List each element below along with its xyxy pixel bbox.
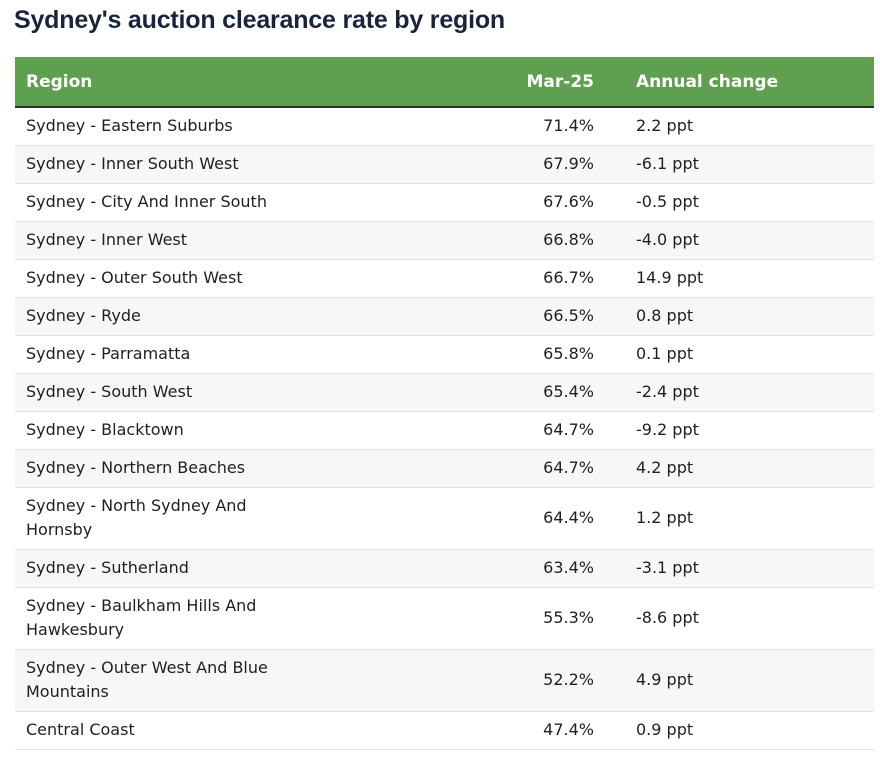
- table-row: Sydney - Blacktown 64.7% -9.2 ppt: [15, 411, 874, 450]
- region-cell: Sydney - Inner West: [15, 221, 340, 260]
- mar25-cell: 71.4%: [340, 107, 610, 146]
- annual-change-cell: -6.1 ppt: [610, 145, 874, 184]
- table-row: Sydney - Parramatta 65.8% 0.1 ppt: [15, 335, 874, 374]
- table-row: Sydney - Inner South West 67.9% -6.1 ppt: [15, 145, 874, 184]
- table-row: Sydney - North Sydney And Hornsby 64.4% …: [15, 487, 874, 550]
- annual-change-cell: -4.0 ppt: [610, 221, 874, 260]
- table-row: Sydney - Eastern Suburbs 71.4% 2.2 ppt: [15, 107, 874, 146]
- annual-change-cell: 14.9 ppt: [610, 259, 874, 298]
- clearance-rate-table: Region Mar-25 Annual change Sydney - Eas…: [15, 57, 874, 750]
- table-row: Central Coast 47.4% 0.9 ppt: [15, 711, 874, 750]
- mar25-cell: 66.8%: [340, 221, 610, 260]
- region-cell: Sydney - Blacktown: [15, 411, 340, 450]
- table-row: Sydney - City And Inner South 67.6% -0.5…: [15, 183, 874, 222]
- region-cell: Sydney - Parramatta: [15, 335, 340, 374]
- table-row: Sydney - Baulkham Hills And Hawkesbury 5…: [15, 587, 874, 650]
- table-row: Sydney - South West 65.4% -2.4 ppt: [15, 373, 874, 412]
- table-row: Sydney - Outer West And Blue Mountains 5…: [15, 649, 874, 712]
- region-cell: Sydney - Outer South West: [15, 259, 340, 298]
- table-row: Sydney - Northern Beaches 64.7% 4.2 ppt: [15, 449, 874, 488]
- annual-change-cell: 0.8 ppt: [610, 297, 874, 336]
- region-cell: Sydney - Outer West And Blue Mountains: [15, 649, 340, 712]
- annual-change-cell: -2.4 ppt: [610, 373, 874, 412]
- region-cell: Sydney - South West: [15, 373, 340, 412]
- annual-change-cell: 0.9 ppt: [610, 711, 874, 750]
- column-header-region: Region: [15, 57, 340, 108]
- mar25-cell: 55.3%: [340, 587, 610, 650]
- region-cell: Sydney - Sutherland: [15, 549, 340, 588]
- mar25-cell: 47.4%: [340, 711, 610, 750]
- region-cell: Sydney - North Sydney And Hornsby: [15, 487, 340, 550]
- region-cell: Sydney - Eastern Suburbs: [15, 107, 340, 146]
- header-row: Region Mar-25 Annual change: [15, 57, 874, 108]
- table-row: Sydney - Outer South West 66.7% 14.9 ppt: [15, 259, 874, 298]
- mar25-cell: 66.7%: [340, 259, 610, 298]
- region-cell: Sydney - Inner South West: [15, 145, 340, 184]
- table-row: Sydney - Sutherland 63.4% -3.1 ppt: [15, 549, 874, 588]
- annual-change-cell: 4.2 ppt: [610, 449, 874, 488]
- mar25-cell: 64.7%: [340, 449, 610, 488]
- mar25-cell: 67.6%: [340, 183, 610, 222]
- region-cell: Sydney - Northern Beaches: [15, 449, 340, 488]
- table-body: Sydney - Eastern Suburbs 71.4% 2.2 ppt S…: [15, 107, 874, 750]
- annual-change-cell: 4.9 ppt: [610, 649, 874, 712]
- region-cell: Sydney - City And Inner South: [15, 183, 340, 222]
- mar25-cell: 65.8%: [340, 335, 610, 374]
- column-header-annual-change: Annual change: [610, 57, 874, 108]
- column-header-mar25: Mar-25: [340, 57, 610, 108]
- mar25-cell: 64.7%: [340, 411, 610, 450]
- region-cell: Sydney - Ryde: [15, 297, 340, 336]
- annual-change-cell: -0.5 ppt: [610, 183, 874, 222]
- annual-change-cell: 2.2 ppt: [610, 107, 874, 146]
- region-cell: Central Coast: [15, 711, 340, 750]
- mar25-cell: 52.2%: [340, 649, 610, 712]
- mar25-cell: 64.4%: [340, 487, 610, 550]
- region-cell: Sydney - Baulkham Hills And Hawkesbury: [15, 587, 340, 650]
- mar25-cell: 67.9%: [340, 145, 610, 184]
- annual-change-cell: 1.2 ppt: [610, 487, 874, 550]
- table-row: Sydney - Inner West 66.8% -4.0 ppt: [15, 221, 874, 260]
- table-row: Sydney - Ryde 66.5% 0.8 ppt: [15, 297, 874, 336]
- annual-change-cell: -3.1 ppt: [610, 549, 874, 588]
- page-title: Sydney's auction clearance rate by regio…: [14, 6, 505, 34]
- annual-change-cell: -8.6 ppt: [610, 587, 874, 650]
- mar25-cell: 63.4%: [340, 549, 610, 588]
- annual-change-cell: 0.1 ppt: [610, 335, 874, 374]
- table-header: Region Mar-25 Annual change: [15, 57, 874, 108]
- annual-change-cell: -9.2 ppt: [610, 411, 874, 450]
- mar25-cell: 65.4%: [340, 373, 610, 412]
- mar25-cell: 66.5%: [340, 297, 610, 336]
